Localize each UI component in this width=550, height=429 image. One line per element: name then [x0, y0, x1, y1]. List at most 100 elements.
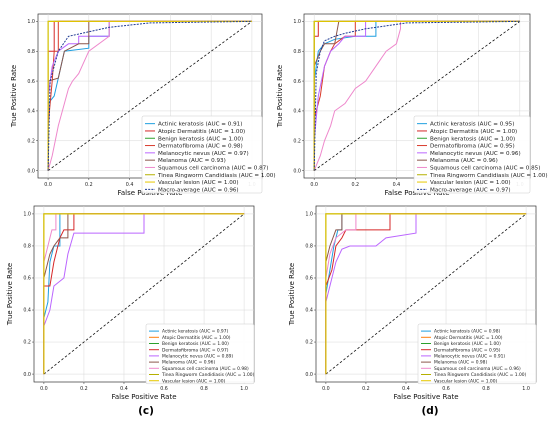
roc-curve: [43, 213, 245, 375]
roc-curve: [325, 213, 527, 375]
roc-curve: [47, 20, 252, 171]
x-tick-label: 0.8: [482, 386, 490, 392]
y-tick-label: 0.8: [305, 244, 313, 250]
chance-diagonal: [313, 21, 521, 171]
roc-curve: [47, 20, 252, 171]
y-tick-label: 0.4: [305, 308, 313, 314]
legend-label: Vascular lesion (AUC = 1.00): [162, 378, 225, 384]
y-tick-label: 0.8: [27, 49, 35, 55]
legend-label: Melanoma (AUC = 0.96): [162, 360, 215, 366]
legend-label: Tinea Ringworm Candidiasis (AUC = 1.00): [433, 372, 527, 378]
x-tick-label: 0.0: [322, 386, 330, 392]
x-tick-label: 0.0: [310, 182, 318, 188]
legend-label: Squamous cell carcinoma (AUC = 0.98): [162, 366, 249, 372]
x-tick-label: 1.0: [240, 386, 248, 392]
panel-caption: (d): [421, 405, 438, 417]
legend-box: [141, 115, 263, 194]
roc-curve: [325, 213, 527, 375]
y-tick-label: 0.2: [23, 340, 31, 346]
legend-label: Tinea Ringworm Candidiasis (AUC = 1.00): [429, 173, 548, 179]
x-tick-label: 0.4: [393, 182, 401, 188]
roc-curve: [313, 20, 520, 171]
y-tick-label: 0.0: [23, 372, 31, 378]
y-tick-label: 0.0: [293, 168, 301, 174]
legend: Actinic keratosis (AUC = 0.97)Atopic Der…: [145, 323, 255, 385]
y-tick-label: 0.0: [27, 168, 35, 174]
legend-box: [145, 323, 255, 385]
y-tick-label: 0.6: [305, 276, 313, 282]
y-axis-title: True Positive Rate: [288, 263, 296, 326]
legend-label: Actinic keratosis (AUC = 0.91): [158, 122, 242, 128]
legend-label: Atopic Dermatitis (AUC = 1.00): [434, 335, 503, 341]
legend-label: Atopic Dermatitis (AUC = 1.00): [162, 335, 231, 341]
y-tick-label: 0.6: [27, 79, 35, 85]
roc-curve: [43, 213, 245, 375]
legend-label: Squamous cell carcinoma (AUC = 0.87): [158, 165, 268, 171]
legend-label: Benign keratosis (AUC = 1.00): [434, 341, 501, 347]
x-tick-label: 0.2: [362, 386, 370, 392]
y-tick-label: 0.4: [23, 308, 31, 314]
legend-label: Actinic keratosis (AUC = 0.97): [162, 329, 229, 335]
y-tick-label: 0.8: [293, 49, 301, 55]
legend-label: Dermatofibroma (AUC = 0.97): [162, 347, 229, 353]
legend-label: Benign keratosis (AUC = 1.00): [430, 136, 515, 142]
legend: Actinic keratosis (AUC = 0.98)Atopic Der…: [417, 323, 537, 384]
chance-diagonal: [325, 213, 527, 375]
legend-label: Dermatofibroma (AUC = 0.95): [434, 347, 501, 353]
legend-label: Actinic keratosis (AUC = 0.98): [434, 329, 501, 335]
y-tick-label: 0.2: [293, 138, 301, 144]
legend-label: Melanoma (AUC = 0.98): [434, 360, 487, 366]
roc-panel: 0.00.20.40.60.81.00.00.20.40.60.81.0Fals…: [10, 13, 276, 222]
roc-curve: [313, 20, 520, 171]
legend-label: Melanocytic nevus (AUC = 0.97): [158, 151, 249, 157]
x-axis-title: False Positive Rate: [111, 393, 176, 401]
y-axis-title: True Positive Rate: [276, 65, 284, 128]
x-tick-label: 0.2: [80, 386, 88, 392]
x-tick-label: 0.4: [402, 386, 410, 392]
legend-label: Dermatofibroma (AUC = 0.98): [158, 144, 243, 150]
y-axis-title: True Positive Rate: [6, 263, 14, 326]
legend-label: Benign keratosis (AUC = 1.00): [162, 341, 229, 347]
y-tick-label: 0.6: [293, 79, 301, 85]
legend: Actinic keratosis (AUC = 0.95)Atopic Der…: [413, 115, 548, 194]
panel-caption: (c): [138, 405, 154, 417]
legend-label: Macro-average (AUC = 0.96): [158, 187, 239, 193]
y-tick-label: 1.0: [27, 19, 35, 25]
legend-label: Atopic Dermatitis (AUC = 1.00): [430, 129, 517, 135]
legend: Actinic keratosis (AUC = 0.91)Atopic Der…: [141, 115, 276, 194]
legend-label: Actinic keratosis (AUC = 0.95): [430, 122, 514, 128]
legend-box: [413, 115, 531, 194]
y-tick-label: 0.4: [293, 109, 301, 115]
roc-curve: [313, 20, 520, 171]
legend-label: Vascular lesion (AUC = 1.00): [434, 378, 497, 384]
y-tick-label: 0.8: [23, 244, 31, 250]
x-tick-label: 0.0: [40, 386, 48, 392]
y-tick-label: 1.0: [23, 212, 31, 218]
y-tick-label: 0.2: [27, 138, 35, 144]
legend-label: Melanocytic nevus (AUC = 0.96): [430, 151, 521, 157]
legend-label: Squamous cell carcinoma (AUC = 0.96): [434, 366, 521, 372]
x-axis-title: False Positive Rate: [393, 393, 458, 401]
y-tick-label: 1.0: [293, 19, 301, 25]
y-tick-label: 0.2: [305, 340, 313, 346]
roc-curve: [43, 213, 245, 375]
x-tick-label: 0.4: [120, 386, 128, 392]
y-tick-label: 0.0: [305, 372, 313, 378]
roc-curve: [325, 213, 527, 375]
roc-curve: [47, 20, 252, 171]
legend-label: Melanocytic nevus (AUC = 0.89): [162, 353, 233, 359]
legend-label: Melanocytic nevus (AUC = 0.91): [434, 353, 505, 359]
roc-curve: [43, 213, 245, 375]
x-tick-label: 0.2: [351, 182, 359, 188]
roc-curve: [325, 213, 527, 375]
x-tick-label: 1.0: [522, 386, 530, 392]
y-tick-label: 0.6: [23, 276, 31, 282]
legend-label: Dermatofibroma (AUC = 0.95): [430, 144, 515, 150]
x-tick-label: 0.8: [200, 386, 208, 392]
y-tick-label: 1.0: [305, 212, 313, 218]
legend-label: Melanoma (AUC = 0.93): [158, 158, 226, 164]
